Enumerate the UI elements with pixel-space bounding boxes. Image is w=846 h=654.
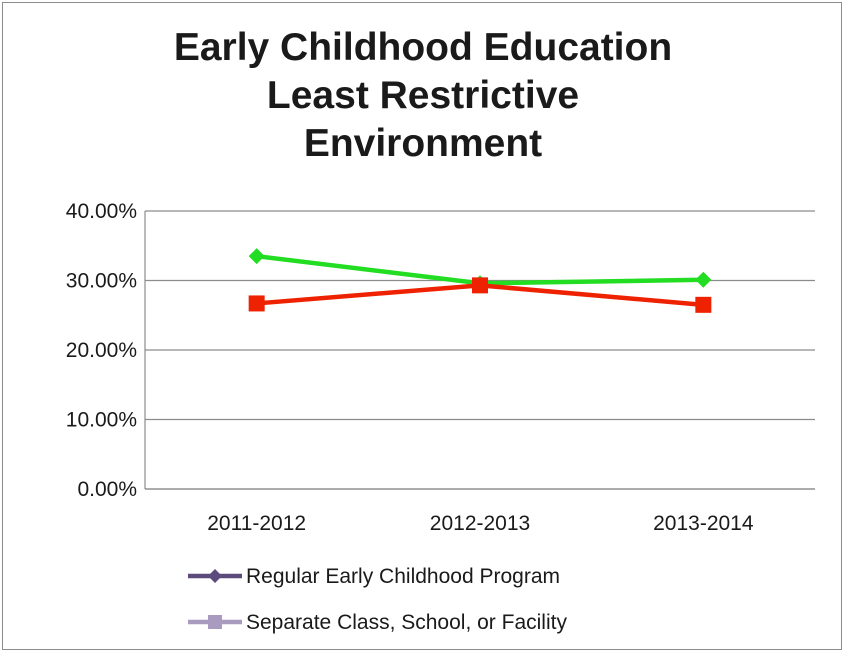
chart-title-line-3: Environment (303, 122, 543, 165)
y-tick-label: 20.00% (66, 339, 137, 362)
chart-title-line-1: Early Childhood Education (173, 26, 673, 69)
legend-label: Regular Early Childhood Program (246, 565, 560, 588)
y-tick-label: 40.00% (66, 200, 137, 223)
x-tick-label: 2011-2012 (207, 512, 306, 535)
x-tick-label: 2012-2013 (430, 512, 530, 535)
data-point (472, 277, 488, 294)
chart-title: Early Childhood Education Least Restrict… (0, 24, 846, 168)
data-point (695, 271, 712, 288)
y-tick-label: 10.00% (66, 409, 137, 432)
data-point (248, 295, 265, 312)
y-tick-label: 0.00% (77, 478, 137, 501)
legend-marker (208, 615, 222, 629)
legend-label: Separate Class, School, or Facility (246, 611, 567, 634)
y-tick-label: 30.00% (66, 270, 137, 293)
legend-marker (208, 569, 222, 583)
x-tick-label: 2013-2014 (653, 512, 754, 535)
chart-title-line-2: Least Restrictive (266, 74, 580, 117)
data-point (248, 248, 265, 265)
data-point (695, 296, 712, 313)
